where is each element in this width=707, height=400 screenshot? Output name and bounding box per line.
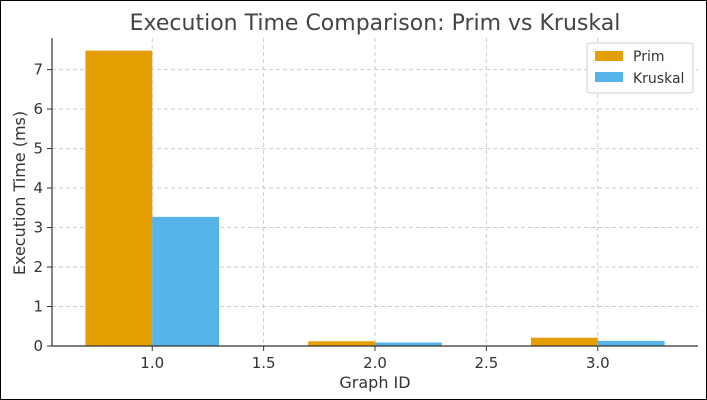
bar-kruskal-graph-1 [152, 216, 220, 346]
y-tick-label: 4 [33, 179, 43, 197]
y-tick-label: 7 [33, 61, 43, 79]
tick-labels: 0 1 2 3 4 5 6 7 1.0 1.5 2.0 2.5 3.0 [33, 61, 609, 372]
y-tick-label: 1 [33, 298, 43, 316]
legend-swatch-prim [595, 51, 623, 61]
bar-prim-graph-1 [85, 50, 153, 347]
bar-kruskal-graph-3 [597, 340, 665, 346]
y-tick-label: 2 [33, 258, 43, 276]
bars [85, 50, 665, 347]
x-tick-label: 2.5 [474, 354, 498, 372]
legend-label-prim: Prim [633, 49, 664, 65]
chart-title: Execution Time Comparison: Prim vs Krusk… [130, 11, 621, 36]
y-axis-title: Execution Time (ms) [10, 111, 29, 275]
x-tick-label: 3.0 [586, 354, 610, 372]
y-tick-label: 5 [33, 140, 43, 158]
y-tick-label: 6 [33, 100, 43, 118]
x-tick-label: 1.0 [140, 354, 164, 372]
x-tick-label: 2.0 [363, 354, 387, 372]
legend: Prim Kruskal [586, 42, 694, 94]
y-tick-label: 3 [33, 219, 43, 237]
x-axis-title: Graph ID [339, 373, 410, 392]
axes [47, 38, 698, 351]
y-tick-label: 0 [33, 337, 43, 355]
legend-swatch-kruskal [595, 72, 623, 82]
bar-prim-graph-2 [308, 341, 375, 346]
legend-label-kruskal: Kruskal [633, 71, 684, 87]
bar-kruskal-graph-2 [375, 342, 442, 346]
bar-prim-graph-3 [530, 337, 598, 346]
x-tick-label: 1.5 [252, 354, 276, 372]
